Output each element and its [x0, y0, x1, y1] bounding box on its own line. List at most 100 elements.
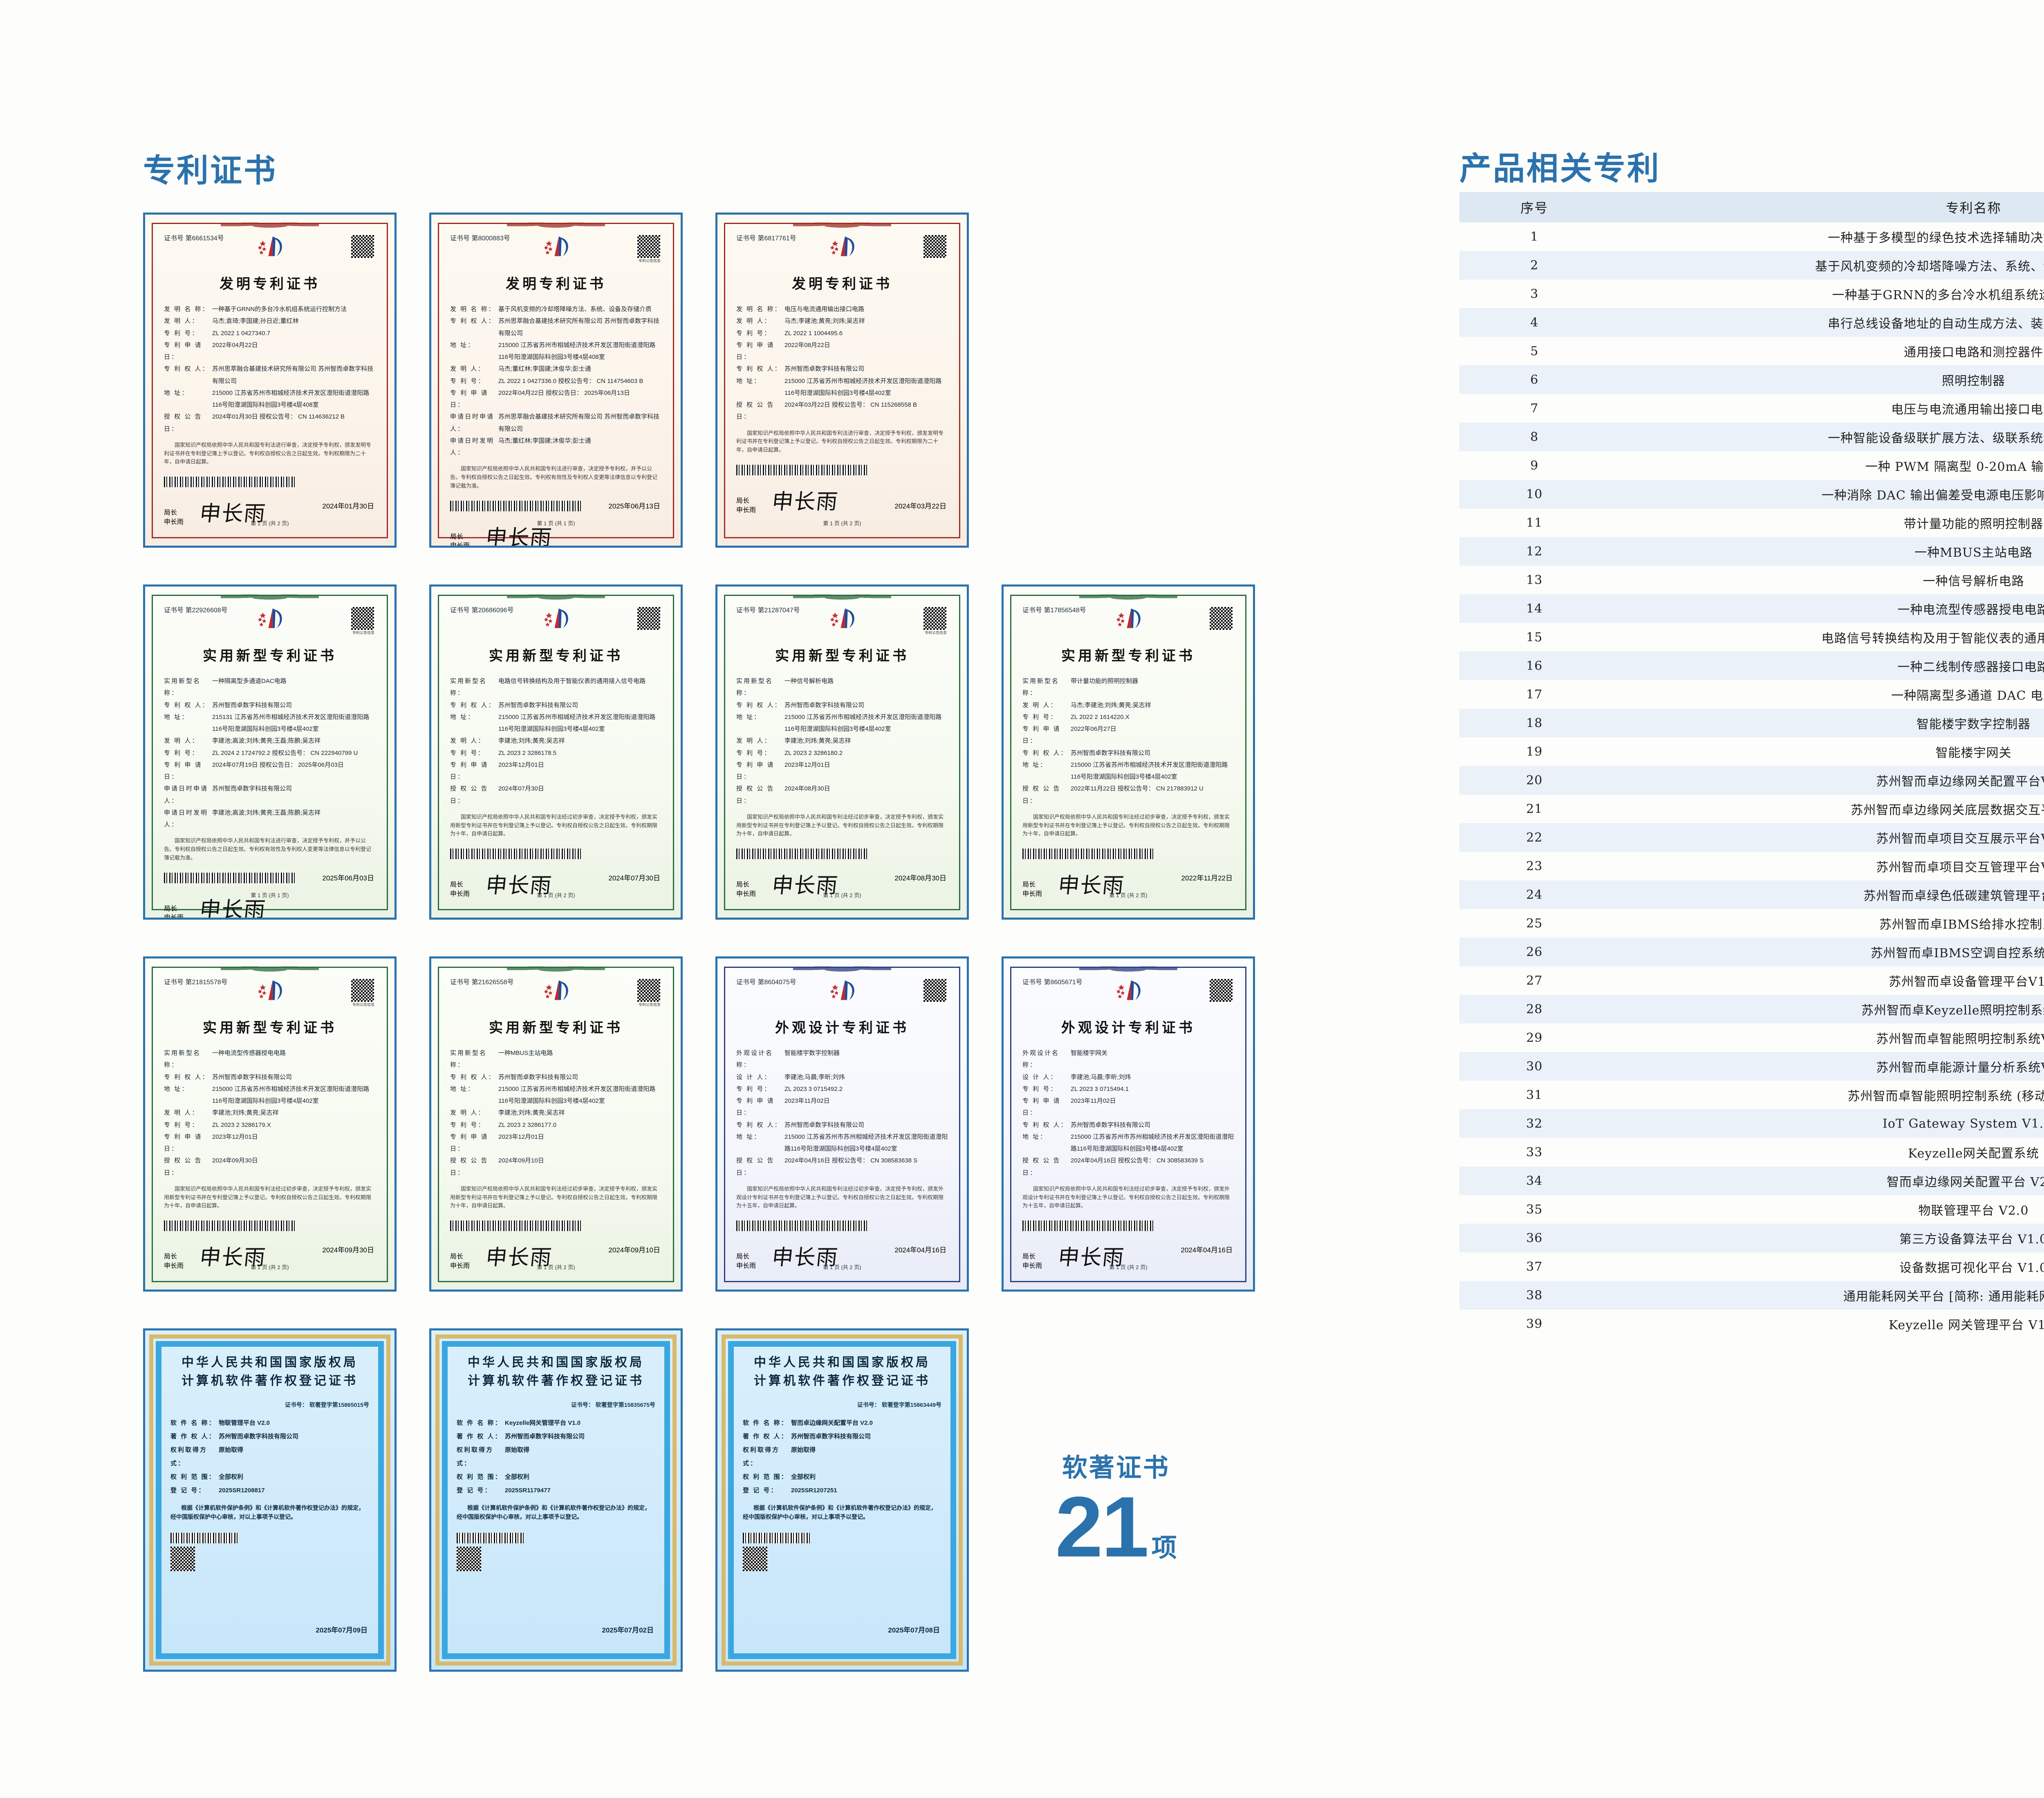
certificate-field-value: ZL 2022 1 0427340.7 [212, 329, 271, 337]
table-cell-name: 一种消除 DAC 输出偏差受电源电压影响的电路及方法 [1609, 480, 2044, 508]
cnipa-logo-icon [830, 608, 854, 628]
table-row[interactable]: 24苏州智而卓绿色低碳建筑管理平台V1.0软著 [1459, 880, 2044, 909]
table-row[interactable]: 29苏州智而卓智能照明控制系统V1.0软著 [1459, 1023, 2044, 1052]
table-row[interactable]: 25苏州智而卓IBMS给排水控制系统软著 [1459, 909, 2044, 938]
certificate-field-key: 发 明 人： [450, 1109, 486, 1117]
patent-certificate-invention[interactable]: 证书号 第6817761号 发明专利证书 发 明 名 称： 电压与电流通用输出接… [715, 213, 969, 548]
patent-certificate-utility[interactable]: 证书号 第22926608号 专利公告信息 实用新型专利证书 实用新型名称： 一… [143, 584, 397, 920]
software-field-value: 原始取得 [219, 1446, 244, 1453]
table-row[interactable]: 19智能楼宇网关外观 [1459, 737, 2044, 766]
table-row[interactable]: 11带计量功能的照明控制器实用新型 [1459, 508, 2044, 537]
certificate-field-value: 215000 江苏省苏州市相城经济技术开发区澄阳街道澄阳路116号阳澄湖国际科创… [498, 341, 656, 360]
table-row[interactable]: 1一种基于多模型的绿色技术选择辅助决策方法和系统发明 [1459, 222, 2044, 251]
certificate-field-value: 李建池;刘炜;黄亮;吴志祥 [784, 737, 851, 745]
certificate-field-value: 苏州思萃融合基建技术研究所有限公司 苏州智而卓数字科技有限公司 [498, 413, 660, 432]
table-row[interactable]: 12一种MBUS主站电路实用新型 [1459, 537, 2044, 566]
table-row[interactable]: 15电路信号转换结构及用于智能仪表的通用接入信号电路实用新型 [1459, 623, 2044, 652]
patent-certificate-utility[interactable]: 证书号 第21287047号 专利公告信息 实用新型专利证书 实用新型名称： 一… [715, 584, 969, 920]
certificate-field-value: 李建池;刘炜;黄亮;吴志祥 [498, 1109, 565, 1117]
patent-certificate-design[interactable]: 证书号 第8605671号 外观设计专利证书 外观设计名称： 智能楼宇网关 设 … [1002, 956, 1255, 1292]
certificate-field-key: 地 址： [164, 713, 189, 721]
table-row[interactable]: 23苏州智而卓项目交互管理平台V1.0软著 [1459, 852, 2044, 880]
certificate-legal-text: 国家知识产权局依照中华人民共和国专利法经过初步审查，决定授予专利权，颁发外观设计… [1022, 1186, 1230, 1209]
table-row[interactable]: 30苏州智而卓能源计量分析系统V1.0软著 [1459, 1052, 2044, 1081]
certificate-inner-frame [438, 592, 674, 910]
patent-certificate-utility[interactable]: 证书号 第21626558号 专利公告信息 实用新型专利证书 实用新型名称： 一… [429, 956, 683, 1292]
table-row[interactable]: 7电压与电流通用输出接口电路发明 [1459, 394, 2044, 423]
certificate-inner-frame [724, 220, 960, 538]
signature-row: 局长 申长雨 申长雨 [450, 868, 662, 899]
software-copyright-certificate[interactable]: 中华人民共和国国家版权局 计算机软件著作权登记证书 证书号： 软著登字第15863… [715, 1328, 969, 1672]
certificate-field-value: 苏州智而卓数字科技有限公司 [1071, 749, 1151, 757]
certificate-field-key: 发 明 人： [164, 1109, 199, 1117]
certificate-field-value: 2023年11月02日 [1071, 1097, 1116, 1104]
certificate-number: 证书号 第17856548号 [1022, 607, 1086, 614]
table-row[interactable]: 26苏州智而卓IBMS空调自控系统V1.0软著 [1459, 938, 2044, 966]
certificate-field-value: 2022年04月22日 授权公告日： 2025年06月13日 [498, 389, 630, 396]
table-row[interactable]: 5通用接口电路和测控器件发明 [1459, 337, 2044, 365]
ornament-flourish-icon [793, 964, 892, 973]
software-copyright-certificate[interactable]: 中华人民共和国国家版权局 计算机软件著作权登记证书 证书号： 软著登字第15865… [143, 1328, 397, 1672]
table-row[interactable]: 16一种二线制传感器接口电路实用新型 [1459, 652, 2044, 680]
table-cell-name: 苏州智而卓智能照明控制系统 (移动端) V1.0 [1847, 1089, 2044, 1104]
certificate-field-value: 215131 江苏省苏州市相城经济技术开发区澄阳街道澄阳路116号阳澄湖国际科创… [212, 713, 370, 732]
patent-certificate-invention[interactable]: 证书号 第8000883号 专利公告信息 发明专利证书 发 明 名 称： 基于风… [429, 213, 683, 548]
patent-certificate-invention[interactable]: 证书号 第6661534号 发明专利证书 发 明 名 称： 一种基于GRNN的多… [143, 213, 397, 548]
certificate-field-value: 马杰;董红林;李国建;沐俊华;彭士通 [498, 437, 591, 444]
director-label: 局长 申长雨 [736, 881, 756, 898]
software-certificate-fields: 软 件 名 称： 物联管理平台 V2.0 著 作 权 人： 苏州智而卓数字科技有… [170, 1416, 369, 1497]
table-cell-name: 苏州智而卓智能照明控制系统V1.0 [1876, 1032, 2044, 1046]
table-row[interactable]: 13一种信号解析电路实用新型 [1459, 566, 2044, 594]
patent-certificate-utility[interactable]: 证书号 第20686096号 实用新型专利证书 实用新型名称： 电路信号转换结构… [429, 584, 683, 920]
software-certificate-field: 著 作 权 人： 苏州智而卓数字科技有限公司 [743, 1430, 941, 1443]
certificate-field: 实用新型名称： 一种信号解析电路 [736, 675, 948, 699]
software-field-key: 权 利 范 围： [170, 1473, 216, 1480]
software-field-value: Keyzelle网关管理平台 V1.0 [505, 1420, 581, 1426]
table-row[interactable]: 28苏州智而卓Keyzelle照明控制系统V1.0软著 [1459, 995, 2044, 1023]
director-label: 局长 申长雨 [736, 497, 756, 514]
barcode-icon [736, 464, 868, 475]
certificate-field-key: 发 明 人： [736, 318, 772, 325]
certificate-field-key: 专 利 权 人： [1022, 1121, 1068, 1129]
certificate-issue-date: 2024年09月10日 [608, 1246, 660, 1254]
table-row[interactable]: 3一种基于GRNN的多台冷水机组系统运行控制方法发明 [1459, 280, 2044, 308]
table-row[interactable]: 33Keyzelle网关配置系统软著 [1459, 1138, 2044, 1167]
software-copyright-certificate[interactable]: 中华人民共和国国家版权局 计算机软件著作权登记证书 证书号： 软著登字第15835… [429, 1328, 683, 1672]
patent-certificate-design[interactable]: 证书号 第8604075号 外观设计专利证书 外观设计名称： 智能楼宇数字控制器… [715, 956, 969, 1292]
certificate-number: 证书号 第22926608号 [164, 607, 228, 614]
table-cell-name: 串行总线设备地址的自动生成方法、装置和存储介质 [1609, 308, 2044, 337]
certificate-number: 证书号 第6661534号 [164, 235, 224, 242]
table-cell-no: 26 [1459, 938, 1609, 966]
certificate-field-value: 李建池;马晨;李昕;刘炜 [784, 1073, 845, 1081]
table-row[interactable]: 21苏州智而卓边缘网关底层数据交互平台V1.0软著 [1459, 795, 2044, 823]
table-row[interactable]: 6照明控制器发明 [1459, 365, 2044, 394]
software-field-value: 原始取得 [505, 1446, 530, 1453]
patent-certificate-utility[interactable]: 证书号 第21815578号 专利公告信息 实用新型专利证书 实用新型名称： 一… [143, 956, 397, 1292]
certificate-inner-frame [1010, 964, 1246, 1282]
signature-row: 局长 申长雨 申长雨 [450, 1240, 662, 1271]
table-column-header-name: 专利名称 [1609, 192, 2044, 222]
certificate-field-key: 专 利 号： [450, 749, 486, 757]
table-row[interactable]: 14一种电流型传感器授电电路实用新型 [1459, 594, 2044, 623]
certificate-field: 专 利 号： ZL 2023 2 3286178.5 [450, 747, 662, 759]
table-row[interactable]: 22苏州智而卓项目交互展示平台V1.0软著 [1459, 823, 2044, 852]
table-row[interactable]: 20苏州智而卓边缘网关配置平台V1.0软著 [1459, 766, 2044, 795]
table-row[interactable]: 9一种 PWM 隔离型 0-20mA 输出电路发明 [1459, 451, 2044, 480]
table-row[interactable]: 18智能楼宇数字控制器外观 [1459, 709, 2044, 737]
patent-certificate-utility[interactable]: 证书号 第17856548号 实用新型专利证书 实用新型名称： 带计量功能的照明… [1002, 584, 1255, 920]
cnipa-logo-icon [1116, 980, 1141, 1000]
